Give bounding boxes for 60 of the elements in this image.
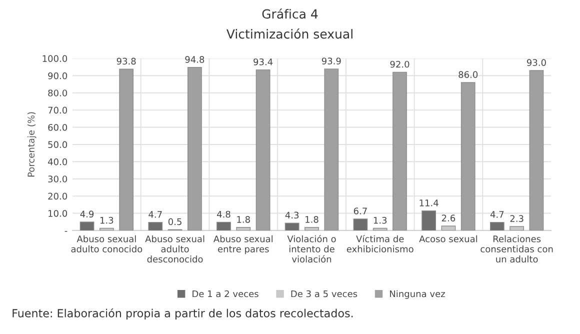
y-tick-label: 70.0	[48, 106, 68, 114]
y-tick-label: 40.0	[48, 158, 68, 166]
bar	[284, 222, 300, 230]
chart-subtitle: Victimización sexual	[226, 28, 352, 39]
legend-label: Ninguna vez	[390, 290, 445, 299]
y-tick-label: 90.0	[48, 72, 68, 80]
bar	[119, 68, 134, 230]
data-label: 93.0	[526, 59, 546, 66]
data-label: 4.9	[80, 210, 94, 218]
bar	[148, 222, 163, 230]
data-label: 2.3	[510, 215, 524, 222]
data-label: 11.4	[420, 200, 438, 206]
bar	[324, 68, 339, 230]
bar	[529, 70, 544, 230]
data-label: 4.3	[285, 212, 299, 219]
data-label: 1.3	[100, 216, 114, 224]
x-tick-label: Víctima de exhibicionismo	[346, 234, 414, 252]
chart-title: Gráfica 4	[262, 8, 318, 19]
source-note: Fuente: Elaboración propia a partir de los datos recolectados.	[12, 308, 353, 320]
x-tick-label: Violación o intento de violación	[287, 234, 336, 263]
bar	[460, 82, 476, 230]
data-label: 4.7	[490, 211, 504, 218]
x-tick-label: Abuso sexual adulto conocido	[71, 235, 142, 252]
x-tick-label: Abuso sexual entre pares	[214, 235, 273, 254]
bar	[422, 210, 436, 230]
x-tick-label: Acoso sexual	[419, 235, 478, 242]
y-tick-label: 30.0	[48, 176, 68, 182]
bar	[80, 222, 94, 230]
data-label: 0.5	[168, 218, 182, 226]
data-label: 1.8	[306, 216, 318, 223]
y-tick-label: 100.0	[42, 55, 68, 62]
bar	[392, 72, 407, 230]
data-label: 86.0	[458, 71, 478, 78]
data-label: 93.8	[116, 58, 136, 65]
x-tick-label: Abuso sexual adulto desconocido	[145, 235, 204, 263]
data-label: 93.9	[322, 58, 341, 64]
data-label: 2.6	[442, 214, 456, 222]
y-tick-label: 50.0	[48, 141, 68, 148]
data-label: 1.8	[237, 216, 250, 223]
data-label: 93.4	[254, 58, 273, 66]
legend-label: De 3 a 5 veces	[291, 290, 358, 298]
legend-label: De 1 a 2 veces	[192, 290, 258, 298]
y-tick-label: 20.0	[48, 192, 68, 200]
bar	[256, 69, 270, 230]
data-label: 92.0	[390, 60, 410, 68]
y-tick-label: 60.0	[48, 124, 68, 131]
data-label: 1.3	[374, 216, 387, 224]
bar	[188, 67, 202, 230]
y-tick-label: 10.0	[48, 210, 68, 217]
data-label: 4.7	[148, 211, 162, 218]
bar	[490, 222, 504, 230]
y-axis-title: Porcentaje (%)	[28, 112, 36, 177]
data-label: 94.8	[185, 56, 204, 63]
data-label: 6.7	[354, 208, 367, 214]
bar	[353, 218, 368, 230]
data-label: 4.8	[217, 210, 230, 218]
x-tick-label: Relaciones consentidas con un adulto	[480, 235, 553, 263]
y-tick-label: -	[64, 231, 68, 232]
y-tick-label: 80.0	[48, 90, 68, 96]
bar	[216, 222, 231, 230]
